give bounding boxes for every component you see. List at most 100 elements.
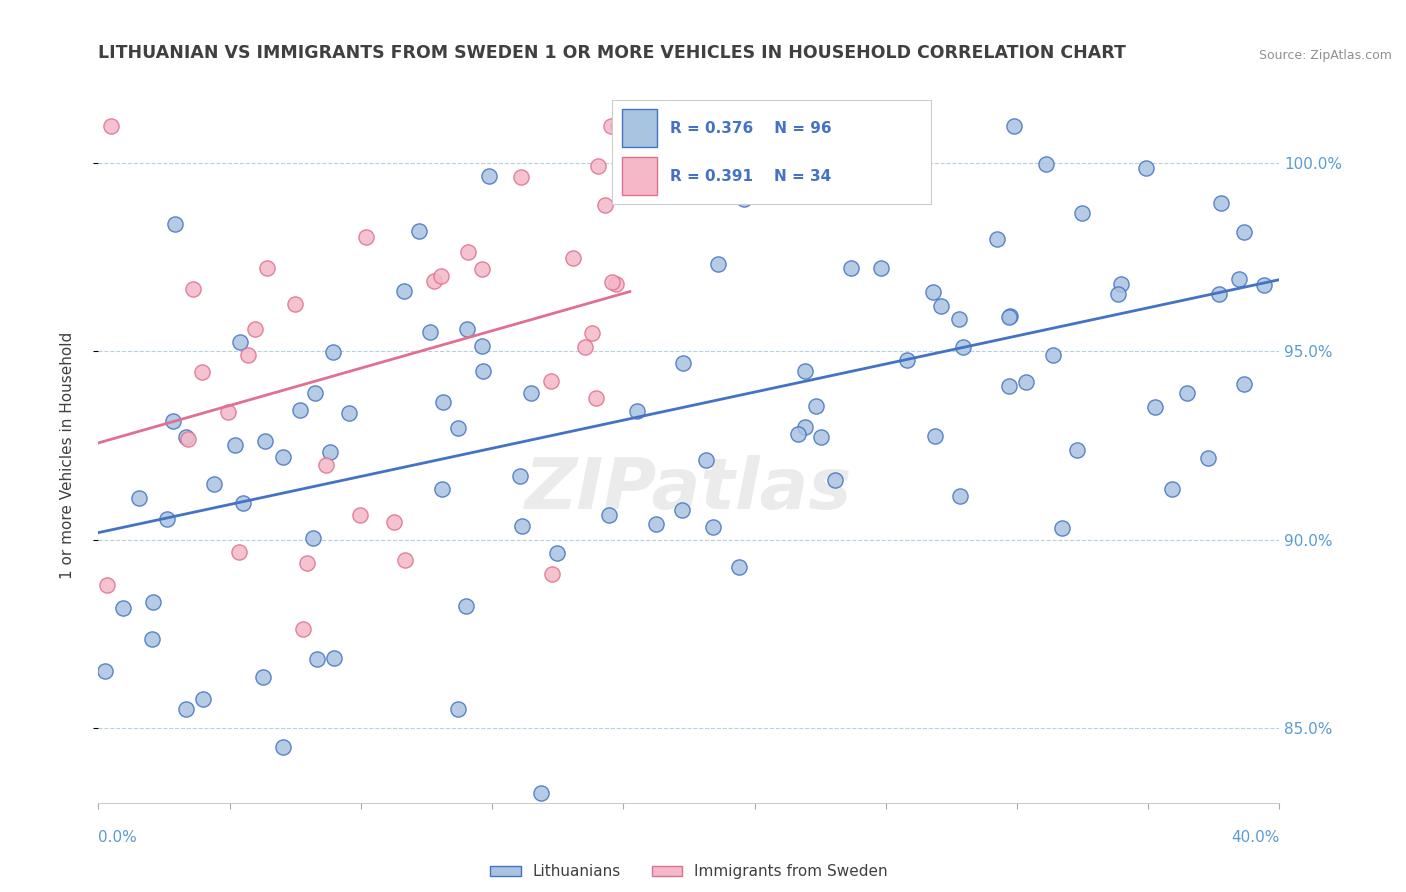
Point — [1015, 375, 1038, 389]
Point — [478, 169, 501, 183]
Point — [586, 159, 609, 173]
Point — [457, 244, 479, 259]
Text: ZIPatlas: ZIPatlas — [526, 455, 852, 524]
Point — [595, 198, 617, 212]
Point — [952, 340, 974, 354]
Point — [304, 385, 326, 400]
Point — [540, 566, 562, 581]
Point — [297, 556, 319, 570]
Point — [733, 192, 755, 206]
Point — [1111, 277, 1133, 291]
Point — [1042, 348, 1064, 362]
Point — [236, 348, 259, 362]
Point — [292, 623, 315, 637]
Point — [1253, 278, 1275, 293]
Point — [174, 430, 197, 444]
Point — [605, 277, 627, 291]
Point — [509, 469, 531, 483]
Point — [447, 420, 470, 434]
Point — [1232, 225, 1254, 239]
Point — [998, 310, 1021, 324]
Point — [1144, 401, 1167, 415]
Point — [998, 379, 1021, 393]
Point — [243, 321, 266, 335]
Point — [530, 786, 553, 800]
Point — [509, 169, 531, 184]
Point — [585, 391, 607, 405]
Point — [224, 438, 246, 452]
Point — [581, 326, 603, 341]
Point — [1175, 386, 1198, 401]
Point — [787, 426, 810, 441]
Y-axis label: 1 or more Vehicles in Household: 1 or more Vehicles in Household — [60, 331, 75, 579]
Text: LITHUANIAN VS IMMIGRANTS FROM SWEDEN 1 OR MORE VEHICLES IN HOUSEHOLD CORRELATION: LITHUANIAN VS IMMIGRANTS FROM SWEDEN 1 O… — [98, 45, 1126, 62]
Point — [1107, 286, 1129, 301]
Point — [1000, 309, 1022, 323]
Text: 40.0%: 40.0% — [1232, 830, 1279, 845]
Point — [626, 404, 648, 418]
Point — [322, 345, 344, 359]
Point — [841, 260, 863, 275]
Point — [142, 595, 165, 609]
Point — [165, 217, 187, 231]
Point — [749, 120, 772, 135]
Point — [432, 395, 454, 409]
Point — [454, 599, 477, 613]
Point — [471, 262, 494, 277]
Legend: Lithuanians, Immigrants from Sweden: Lithuanians, Immigrants from Sweden — [484, 858, 894, 886]
Point — [695, 452, 717, 467]
Point — [181, 282, 204, 296]
Point — [394, 552, 416, 566]
Point — [271, 450, 294, 464]
Point — [156, 512, 179, 526]
Point — [419, 325, 441, 339]
Point — [232, 496, 254, 510]
Point — [1197, 450, 1219, 465]
Point — [162, 414, 184, 428]
Point — [177, 432, 200, 446]
Point — [1070, 205, 1092, 219]
Point — [191, 691, 214, 706]
Point — [456, 322, 478, 336]
Point — [430, 269, 453, 284]
Point — [707, 257, 730, 271]
Point — [924, 429, 946, 443]
Point — [1066, 443, 1088, 458]
Point — [949, 489, 972, 503]
Point — [256, 261, 278, 276]
Point — [228, 335, 250, 350]
Point — [702, 520, 724, 534]
Point — [323, 651, 346, 665]
Point — [202, 477, 225, 491]
Point — [804, 399, 827, 413]
Point — [408, 224, 430, 238]
Point — [510, 518, 533, 533]
Point — [319, 445, 342, 459]
Text: Source: ZipAtlas.com: Source: ZipAtlas.com — [1258, 49, 1392, 62]
Point — [128, 491, 150, 505]
Point — [607, 119, 630, 133]
Point — [599, 119, 621, 133]
Point — [94, 664, 117, 678]
Point — [1227, 272, 1250, 286]
Point — [1211, 196, 1233, 211]
Point — [305, 652, 328, 666]
Point — [870, 260, 893, 275]
Point — [302, 532, 325, 546]
Point — [315, 458, 337, 472]
Point — [252, 670, 274, 684]
Point — [824, 473, 846, 487]
Point — [271, 739, 294, 754]
Point — [1002, 119, 1025, 133]
Point — [1135, 161, 1157, 176]
Point — [100, 119, 122, 133]
Point — [253, 434, 276, 448]
Point — [896, 353, 918, 368]
Point — [1161, 482, 1184, 496]
Point — [354, 230, 377, 244]
Point — [284, 297, 307, 311]
Point — [432, 483, 454, 497]
Point — [600, 275, 623, 289]
Point — [176, 702, 198, 716]
Point — [447, 701, 470, 715]
